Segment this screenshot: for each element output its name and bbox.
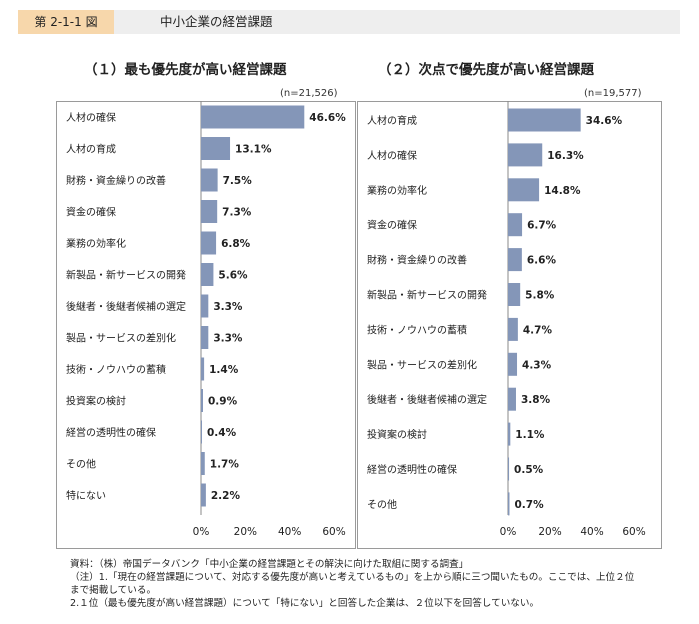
bar xyxy=(201,294,209,318)
category-label: 新製品・新サービスの開発 xyxy=(66,269,186,282)
bar xyxy=(508,283,521,306)
category-label: 経営の透明性の確保 xyxy=(66,426,156,439)
category-label: 投資案の検討 xyxy=(66,395,126,408)
category-label: 後継者・後継者候補の選定 xyxy=(367,393,487,406)
x-tick-label: 20% xyxy=(234,526,257,538)
note-1-continued: まで掲載している。 xyxy=(70,585,157,596)
data-label: 0.9% xyxy=(208,396,238,408)
bar xyxy=(508,248,522,272)
bar xyxy=(508,213,523,237)
data-label: 4.7% xyxy=(523,324,553,336)
note-source: 資料：（株）帝国データバンク「中小企業の経営課題とその解決に向けた取組に関する調… xyxy=(70,559,469,570)
category-label: その他 xyxy=(367,498,397,511)
notes: 資料：（株）帝国データバンク「中小企業の経営課題とその解決に向けた取組に関する調… xyxy=(70,558,690,610)
bar xyxy=(508,178,540,202)
category-label: 技術・ノウハウの蓄積 xyxy=(367,323,467,336)
category-label: 特にない xyxy=(66,490,106,502)
x-tick-label: 0% xyxy=(193,526,210,538)
data-label: 7.3% xyxy=(222,207,252,219)
bar xyxy=(201,357,205,381)
note-1: （注）1.「現在の経営課題について、対応する優先度が高いと考えているもの」を上か… xyxy=(70,572,635,583)
bar xyxy=(201,231,217,255)
bar xyxy=(201,389,203,412)
chart-1-plot: 人材の確保 46.6% 人材の育成 13.1% 財務・資金繰りの改善 7.5% 資金の確保 7… xyxy=(66,101,346,538)
data-label: 13.1% xyxy=(235,144,272,156)
x-tick-label: 60% xyxy=(322,526,345,538)
bar xyxy=(508,317,518,341)
data-label: 14.8% xyxy=(544,185,581,197)
data-label: 4.3% xyxy=(522,359,552,371)
x-tick-label: 0% xyxy=(500,526,517,538)
category-label: 人材の確保 xyxy=(66,111,116,124)
bar xyxy=(201,326,209,349)
chart-1-n-label: (n=21,526) xyxy=(280,88,338,99)
data-label: 5.8% xyxy=(525,290,555,302)
category-label: 製品・サービスの差別化 xyxy=(66,332,176,345)
bar xyxy=(508,352,518,376)
bar xyxy=(201,420,202,444)
x-tick-label: 20% xyxy=(538,526,561,538)
bar xyxy=(508,422,511,446)
category-label: 経営の透明性の確保 xyxy=(367,463,457,476)
data-label: 1.7% xyxy=(210,459,240,471)
category-label: 業務の効率化 xyxy=(367,184,427,197)
bar xyxy=(201,137,231,160)
data-label: 0.4% xyxy=(207,427,237,439)
bar xyxy=(201,168,218,192)
chart-2-title: （２）次点で優先度が高い経営課題 xyxy=(378,62,594,78)
bar xyxy=(201,263,214,286)
category-label: 後継者・後継者候補の選定 xyxy=(66,300,186,313)
data-label: 3.8% xyxy=(521,394,551,406)
category-label: 資金の確保 xyxy=(367,219,417,232)
category-label: 製品・サービスの差別化 xyxy=(367,358,477,371)
bar xyxy=(508,108,581,132)
chart-1-frame xyxy=(56,101,356,549)
category-label: その他 xyxy=(66,458,96,471)
category-label: 業務の効率化 xyxy=(66,237,126,250)
bar xyxy=(508,457,510,481)
category-label: 新製品・新サービスの開発 xyxy=(367,289,487,302)
category-label: 財務・資金繰りの改善 xyxy=(367,254,467,267)
category-label: 技術・ノウハウの蓄積 xyxy=(66,363,166,376)
chart-2-plot: 人材の育成 34.6% 人材の確保 16.3% 業務の効率化 14.8% 資金の確保 6.7%… xyxy=(367,101,646,538)
note-2: 2.１位（最も優先度が高い経営課題）について「特にない」と回答した企業は、２位以… xyxy=(70,598,540,609)
data-label: 1.4% xyxy=(209,364,239,376)
x-tick-label: 40% xyxy=(580,526,603,538)
data-label: 6.7% xyxy=(527,220,557,232)
data-label: 34.6% xyxy=(586,115,623,127)
category-label: 投資案の検討 xyxy=(367,428,427,441)
figure-title: 中小企業の経営課題 xyxy=(160,14,273,29)
data-label: 0.5% xyxy=(514,464,544,476)
data-label: 0.7% xyxy=(514,499,544,511)
data-label: 5.6% xyxy=(218,270,248,282)
category-label: 人材の育成 xyxy=(66,143,116,156)
chart-1-title: （１）最も優先度が高い経営課題 xyxy=(84,62,287,78)
category-label: 人材の育成 xyxy=(367,114,417,127)
category-label: 資金の確保 xyxy=(66,206,116,219)
data-label: 3.3% xyxy=(213,333,243,345)
bar xyxy=(508,143,543,167)
bar xyxy=(508,492,510,516)
bar xyxy=(201,200,218,223)
data-label: 1.1% xyxy=(515,429,545,441)
chart-2-frame xyxy=(357,101,662,549)
category-label: 財務・資金繰りの改善 xyxy=(66,174,166,187)
data-label: 2.2% xyxy=(211,490,241,502)
category-label: 人材の確保 xyxy=(367,149,417,162)
data-label: 7.5% xyxy=(223,175,253,187)
figure-header: 第 2-1-1 図 中小企業の経営課題 xyxy=(18,10,680,34)
data-label: 3.3% xyxy=(213,301,243,313)
figure-number: 第 2-1-1 図 xyxy=(18,10,114,34)
bar xyxy=(201,452,205,475)
bar xyxy=(201,483,206,507)
chart-2-n-label: (n=19,577) xyxy=(584,88,642,99)
bar xyxy=(201,105,305,129)
data-label: 16.3% xyxy=(547,150,584,162)
data-label: 6.8% xyxy=(221,238,251,250)
bar xyxy=(508,387,516,411)
x-tick-label: 40% xyxy=(278,526,301,538)
data-label: 46.6% xyxy=(309,112,346,124)
x-tick-label: 60% xyxy=(622,526,645,538)
data-label: 6.6% xyxy=(527,255,557,267)
